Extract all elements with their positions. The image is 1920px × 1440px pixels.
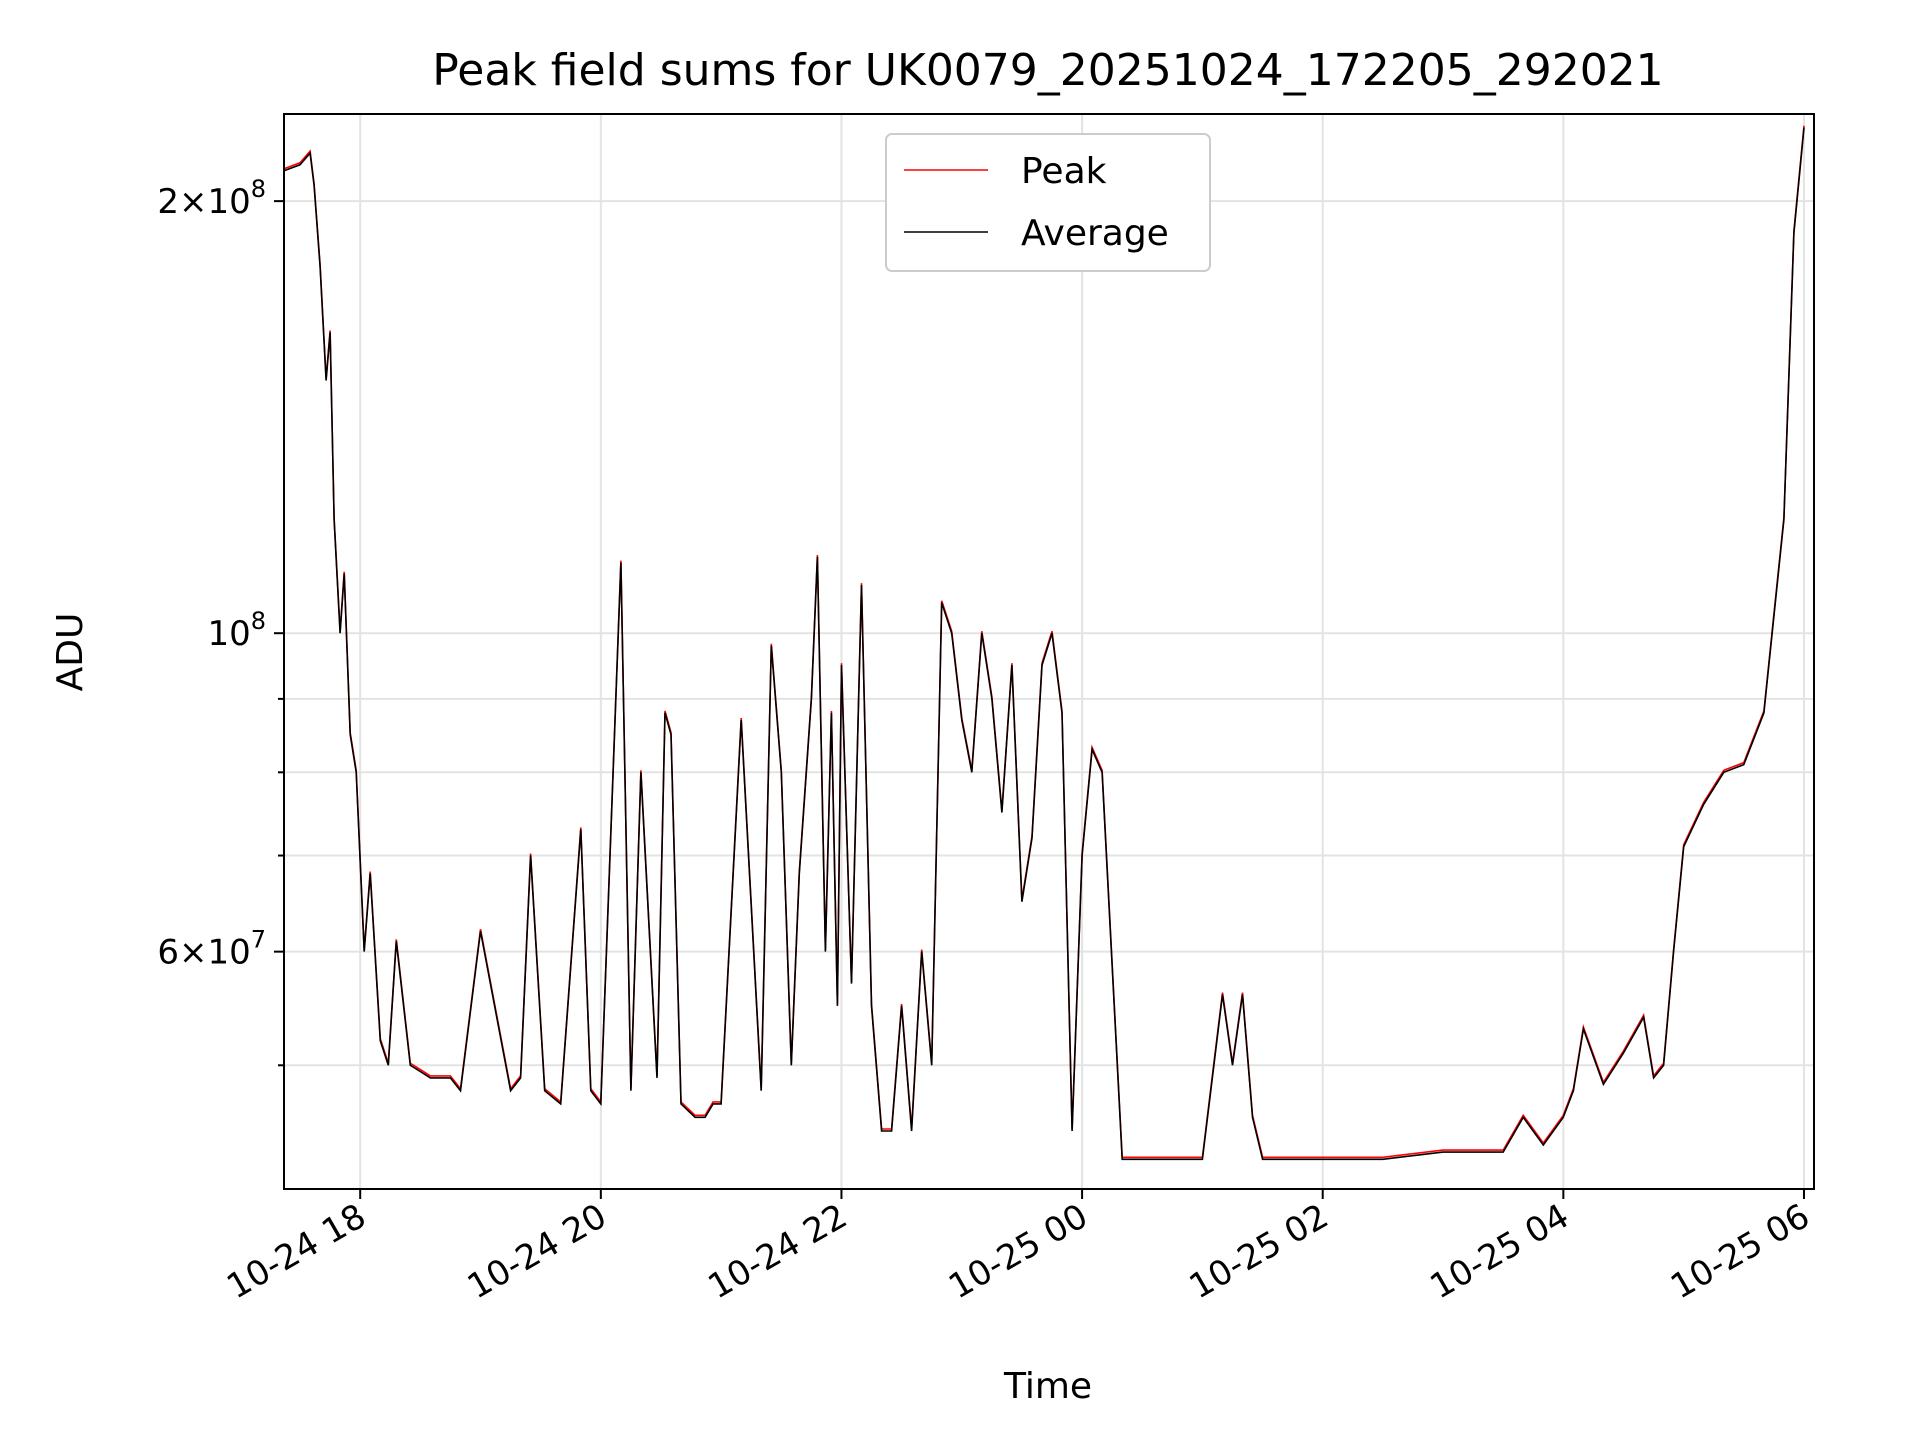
x-axis-ticks: 10-24 18 10-24 20 10-24 22 10-25 00 10-25 02… — [220, 1189, 1816, 1307]
y-tick-label: 2×108 — [157, 175, 266, 222]
y-tick-label: 6×107 — [157, 926, 266, 973]
grid-lines — [284, 114, 1814, 1189]
legend-label-peak: Peak — [1021, 151, 1107, 192]
x-tick-label: 10-24 20 — [461, 1196, 613, 1307]
series-line-average — [284, 127, 1805, 1161]
x-tick-label: 10-24 22 — [702, 1196, 854, 1307]
series-line-peak — [284, 125, 1805, 1159]
legend: Peak Average — [885, 133, 1211, 272]
y-axis-ticks: 108 2×108 6×107 — [157, 175, 284, 1067]
x-tick-label: 10-25 04 — [1423, 1196, 1575, 1307]
y-axis-label: ADU — [50, 613, 91, 692]
legend-box — [885, 133, 1211, 272]
legend-label-average: Average — [1021, 213, 1169, 254]
plot-frame — [283, 113, 1815, 1190]
y-tick-label: 108 — [207, 607, 266, 654]
x-axis-label: Time — [1003, 1366, 1092, 1407]
x-tick-label: 10-24 18 — [220, 1196, 372, 1307]
x-tick-label: 10-25 06 — [1664, 1196, 1816, 1307]
x-tick-label: 10-25 02 — [1183, 1196, 1335, 1307]
chart-title: Peak field sums for UK0079_20251024_1722… — [432, 45, 1663, 96]
x-tick-label: 10-25 00 — [942, 1196, 1094, 1307]
